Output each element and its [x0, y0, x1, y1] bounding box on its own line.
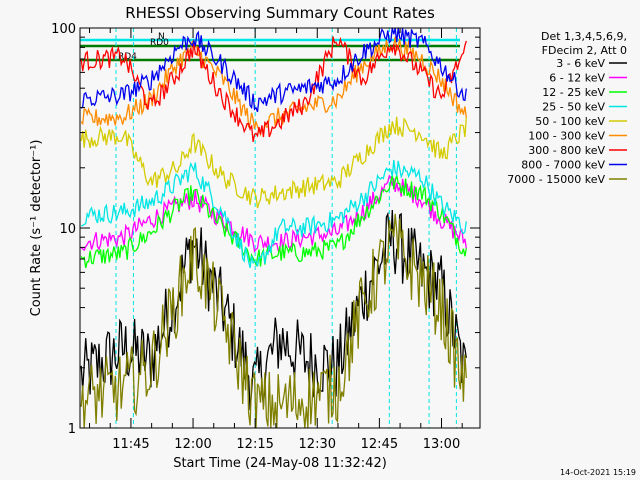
y-tick-label: 10	[59, 222, 76, 237]
legend-item-label: 100 - 300 keV	[528, 130, 605, 143]
footer-date: 14-Oct-2021 15:19	[560, 468, 636, 477]
y-tick-label: 100	[51, 22, 76, 37]
legend-item-label: 800 - 7000 keV	[521, 159, 605, 172]
legend-item-label: 3 - 6 keV	[556, 57, 605, 70]
series-line	[80, 36, 467, 143]
series-group	[80, 27, 467, 429]
legend-header: Det 1,3,4,5,6,9,	[541, 30, 627, 43]
x-tick-label: 11:45	[112, 437, 149, 452]
series-line	[80, 27, 467, 113]
legend-item-label: 6 - 12 keV	[549, 72, 605, 85]
x-tick-label: 13:00	[423, 437, 460, 452]
flag-label: N	[158, 32, 165, 42]
chart-title: RHESSI Observing Summary Count Rates	[125, 4, 435, 22]
legend-item-label: 50 - 100 keV	[535, 115, 605, 128]
y-tick-label: 1	[68, 422, 76, 437]
series-line	[80, 213, 467, 429]
x-tick-label: 12:30	[299, 437, 336, 452]
series-line	[80, 116, 467, 209]
legend-item-label: 25 - 50 keV	[542, 101, 605, 114]
legend-item-label: 300 - 800 keV	[528, 144, 605, 157]
y-axis: 1 10 100	[51, 22, 480, 437]
x-axis: 11:45 12:00 12:15 12:30 12:45 13:00	[89, 28, 463, 452]
series-line	[80, 36, 467, 137]
legend: Det 1,3,4,5,6,9,FDecim 2, Att 03 - 6 keV…	[507, 30, 627, 186]
series-line	[80, 174, 467, 268]
x-tick-label: 12:00	[174, 437, 211, 452]
legend-item-label: 7000 - 15000 keV	[507, 173, 605, 186]
legend-item-label: 12 - 25 keV	[542, 86, 605, 99]
x-tick-label: 12:45	[361, 437, 398, 452]
flag-label: RD4	[118, 52, 137, 62]
legend-header: FDecim 2, Att 0	[542, 44, 627, 57]
x-axis-label: Start Time (24-May-08 11:32:42)	[173, 456, 387, 471]
flag-label: RD0	[150, 38, 169, 48]
x-tick-label: 12:15	[236, 437, 273, 452]
series-line	[81, 159, 467, 269]
y-axis-label: Count Rate (s⁻¹ detector⁻¹)	[29, 140, 44, 317]
